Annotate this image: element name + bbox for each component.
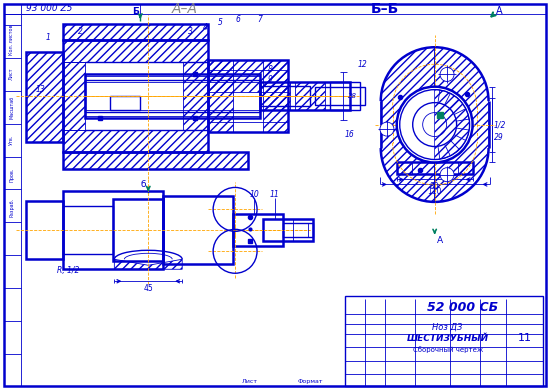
Bar <box>208 60 288 92</box>
Bar <box>397 163 472 174</box>
Text: 5: 5 <box>218 18 223 27</box>
Text: 52 000 СБ: 52 000 СБ <box>427 301 498 314</box>
Bar <box>233 214 283 246</box>
Text: A–A: A–A <box>172 2 198 16</box>
Bar <box>263 60 288 131</box>
Text: Ноз ДЗ: Ноз ДЗ <box>432 322 463 332</box>
Text: 93 000 Z5: 93 000 Z5 <box>25 4 72 13</box>
Text: 80: 80 <box>430 182 439 191</box>
Text: Б: Б <box>132 7 139 16</box>
Bar <box>4 14 20 386</box>
Circle shape <box>440 168 454 182</box>
Text: 2: 2 <box>78 27 83 36</box>
Text: Кол. листов: Кол. листов <box>9 25 14 55</box>
Bar <box>111 96 140 110</box>
Text: 1: 1 <box>46 33 51 42</box>
Text: Сборочный чертеж: Сборочный чертеж <box>412 346 483 352</box>
Text: б: б <box>141 180 146 189</box>
Bar <box>208 70 288 122</box>
Text: Утв.: Утв. <box>9 135 14 145</box>
Text: R, 1/2: R, 1/2 <box>57 266 80 275</box>
Bar <box>260 86 310 105</box>
Bar <box>63 130 208 151</box>
Text: Б–Б: Б–Б <box>371 2 399 16</box>
Text: Пров.: Пров. <box>9 167 14 182</box>
Bar <box>208 60 233 131</box>
Text: Разраб.: Разраб. <box>9 198 14 217</box>
Bar <box>63 207 113 254</box>
Bar <box>63 40 208 151</box>
Bar <box>183 62 208 130</box>
Bar <box>63 40 208 62</box>
Text: 45: 45 <box>144 284 153 293</box>
Bar <box>330 82 360 110</box>
Bar <box>25 52 63 142</box>
Text: 9: 9 <box>267 75 272 84</box>
Bar <box>283 223 308 237</box>
Text: 110: 110 <box>427 187 442 196</box>
Bar <box>63 151 248 170</box>
Text: 7: 7 <box>257 15 262 24</box>
Text: Масштаб: Масштаб <box>9 96 14 119</box>
Text: 4: 4 <box>203 23 207 32</box>
Text: 13: 13 <box>36 85 46 94</box>
Bar <box>163 196 233 264</box>
Bar <box>85 80 260 112</box>
Bar <box>20 4 140 14</box>
Bar <box>63 62 85 130</box>
Bar <box>208 60 288 131</box>
Circle shape <box>397 87 472 163</box>
Bar <box>63 24 208 40</box>
Text: ШЕСТИЗУБНЫЙ: ШЕСТИЗУБНЫЙ <box>406 334 489 343</box>
Bar <box>283 223 313 237</box>
Bar <box>458 163 472 174</box>
Text: 8: 8 <box>267 65 272 74</box>
Bar <box>260 82 290 110</box>
Text: 3: 3 <box>188 27 192 36</box>
Bar <box>63 151 248 170</box>
Bar <box>63 191 163 269</box>
Text: А: А <box>437 236 443 245</box>
Text: Лист: Лист <box>9 67 14 80</box>
Text: 16: 16 <box>345 130 355 139</box>
Circle shape <box>440 67 454 81</box>
Text: 10: 10 <box>249 190 259 199</box>
Bar <box>25 202 63 259</box>
Text: 29: 29 <box>493 133 503 142</box>
Text: Формат: Формат <box>297 378 323 384</box>
Text: А: А <box>496 6 503 16</box>
Bar <box>63 24 208 40</box>
Circle shape <box>380 122 394 136</box>
Bar <box>295 82 325 110</box>
Bar <box>260 82 350 110</box>
Bar <box>345 296 543 386</box>
Text: 28: 28 <box>348 93 357 99</box>
Text: 11: 11 <box>518 333 531 343</box>
Bar <box>85 74 260 117</box>
Bar <box>263 219 293 241</box>
Bar <box>315 87 365 105</box>
Text: Лист: Лист <box>242 378 258 384</box>
Text: 6: 6 <box>235 15 240 24</box>
Bar <box>25 52 63 142</box>
Bar <box>113 200 163 261</box>
Text: 1/2: 1/2 <box>493 120 506 129</box>
Bar <box>263 219 313 241</box>
Bar <box>397 163 412 174</box>
Text: 11: 11 <box>270 190 280 199</box>
Text: 12: 12 <box>358 60 368 69</box>
